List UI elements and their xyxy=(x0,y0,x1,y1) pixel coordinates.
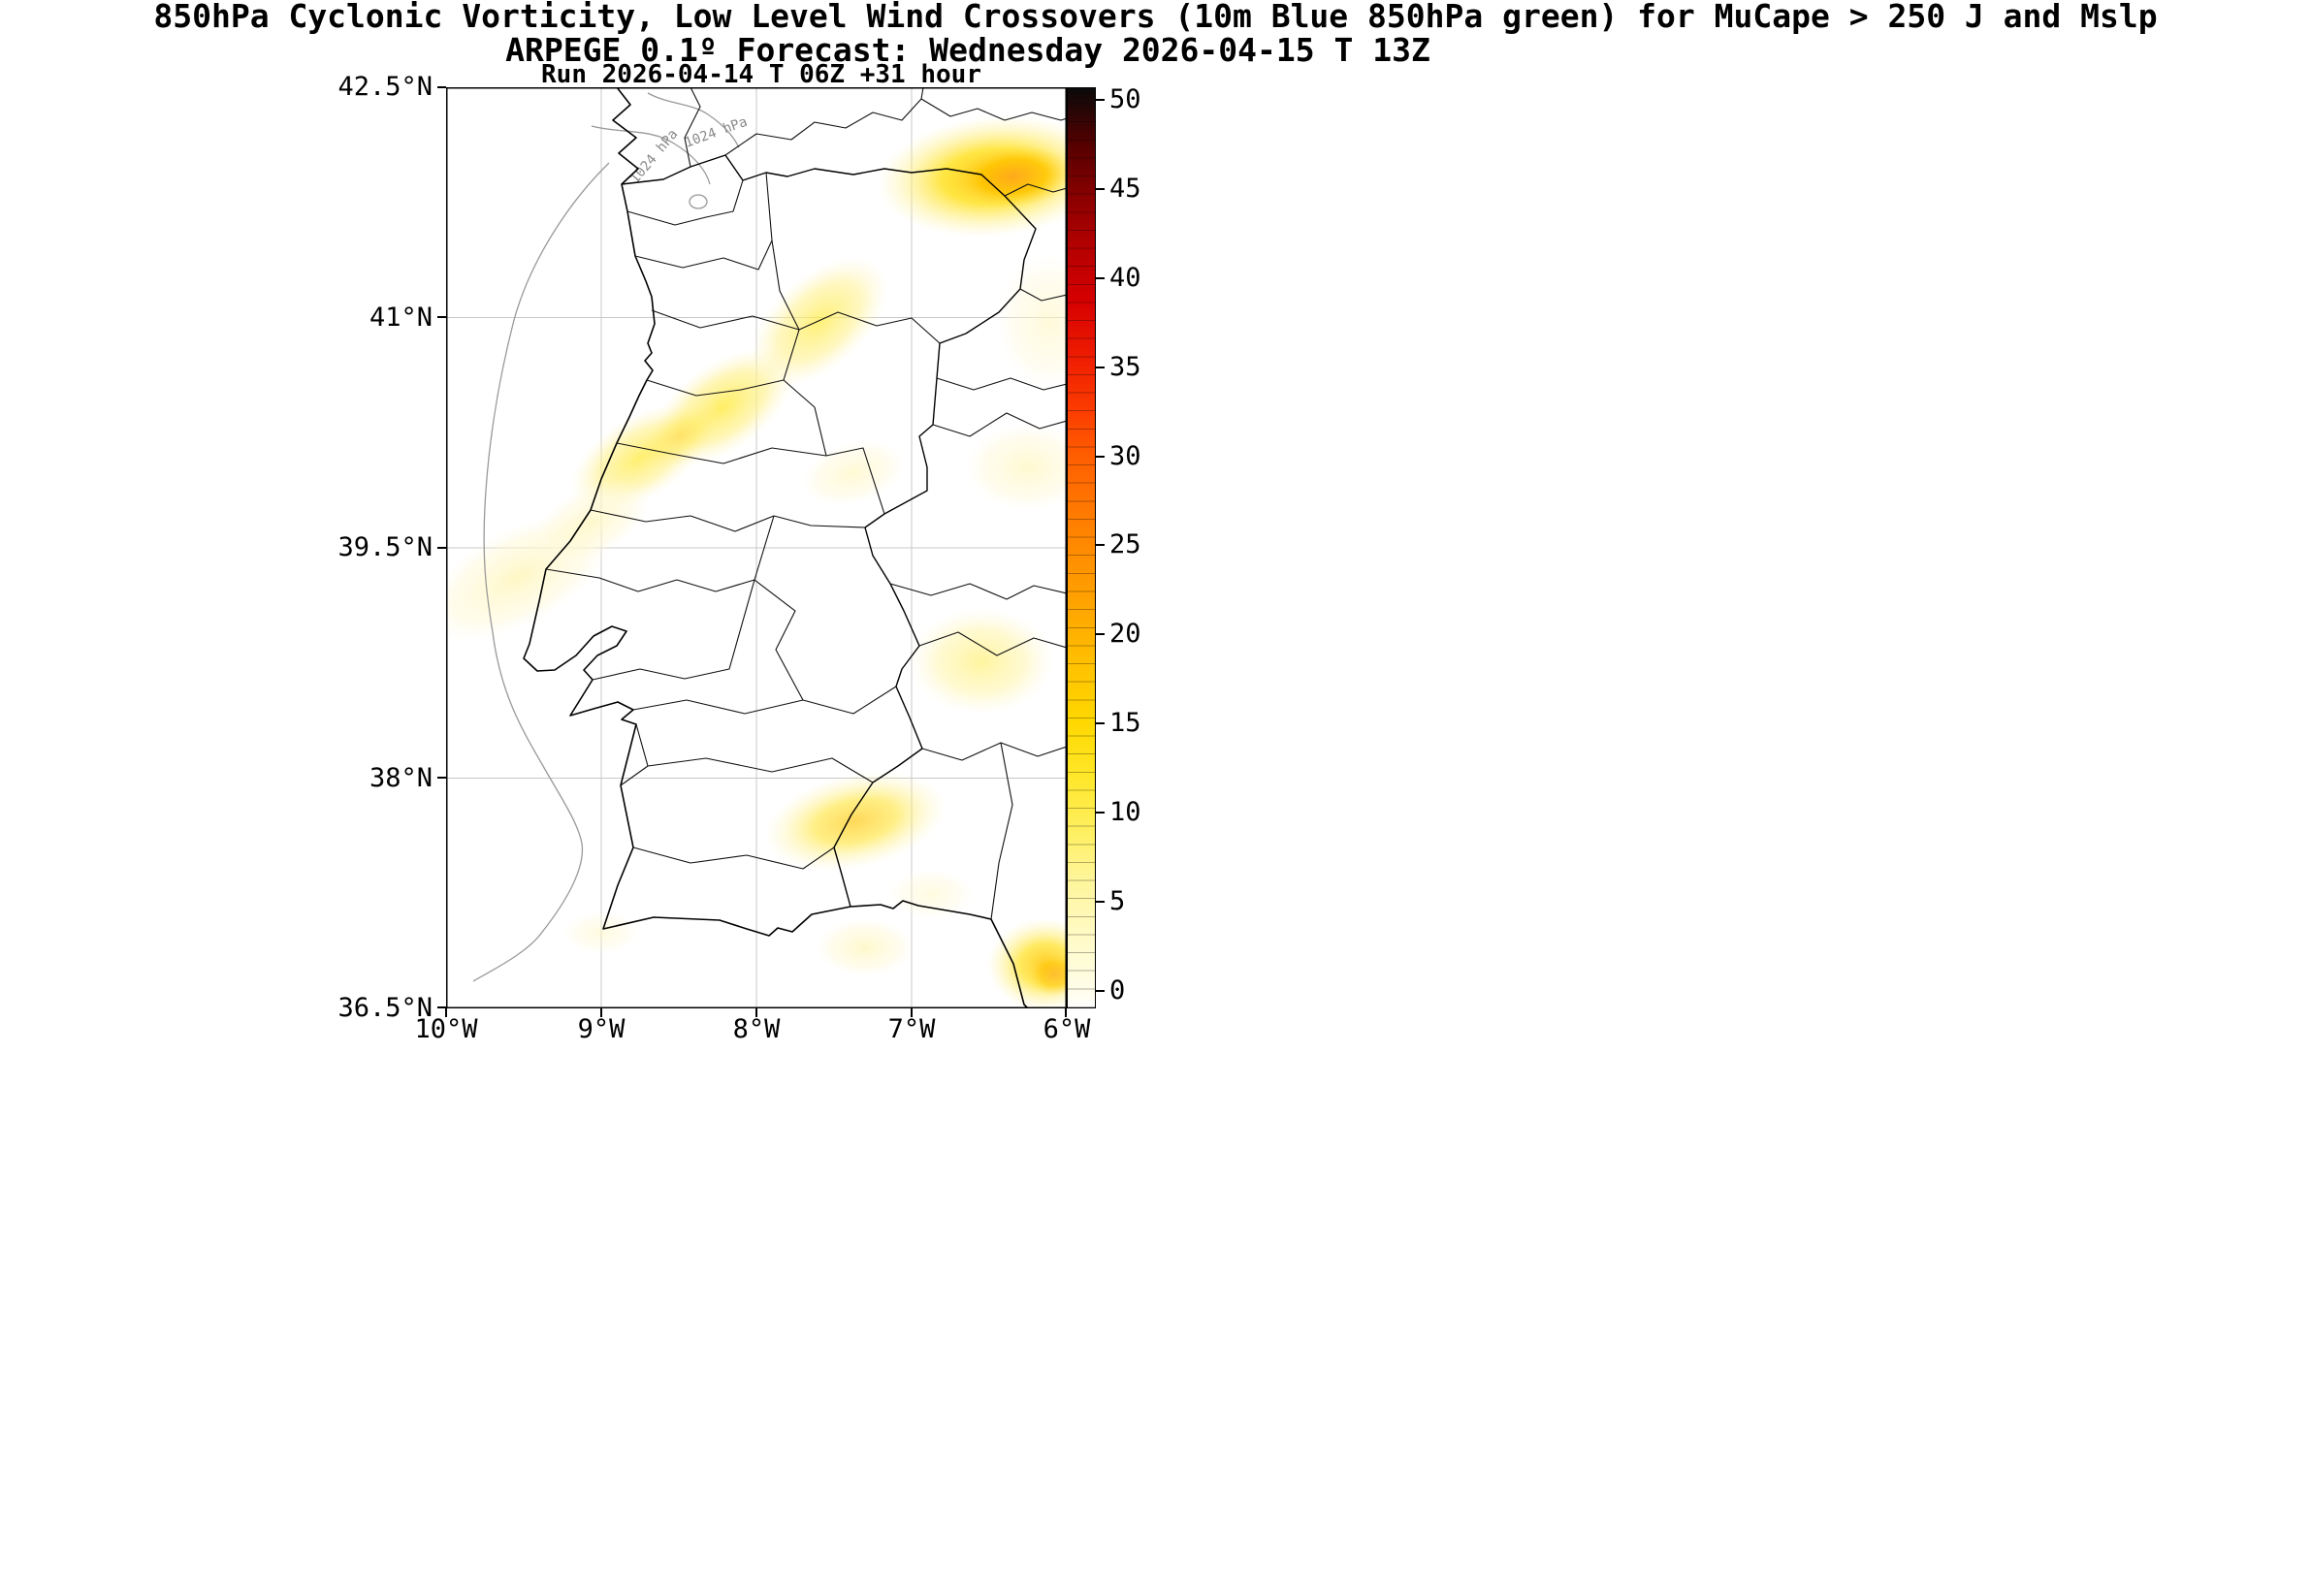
colorbar-tick-label: 50 xyxy=(1109,84,1141,114)
chart-run-info: Run 2026-04-14 T 06Z +31 hour xyxy=(541,60,981,89)
y-tick-mark xyxy=(437,547,446,549)
map-plot: 1024 hPa 1024 hPa xyxy=(446,87,1067,1008)
colorbar-tick-mark xyxy=(1096,277,1105,279)
x-tick-mark xyxy=(911,1008,913,1017)
colorbar-tick-label: 35 xyxy=(1109,352,1141,382)
colorbar-tick-mark xyxy=(1096,544,1105,546)
colorbar-tick-mark xyxy=(1096,456,1105,458)
vorticity-shading xyxy=(446,115,1067,1008)
y-tick-mark xyxy=(437,777,446,779)
colorbar-tick-label: 20 xyxy=(1109,619,1141,649)
colorbar-tick-mark xyxy=(1096,367,1105,368)
colorbar-tick-mark xyxy=(1096,633,1105,635)
colorbar-level-lines xyxy=(1068,88,1095,1007)
x-tick-label: 8°W xyxy=(732,1014,781,1044)
y-tick-label: 39.5°N xyxy=(337,532,433,562)
district-boundaries xyxy=(545,172,941,870)
y-tick-label: 41°N xyxy=(369,303,433,333)
y-tick-mark xyxy=(437,1006,446,1008)
x-tick-mark xyxy=(600,1008,602,1017)
chart-title: 850hPa Cyclonic Vorticity, Low Level Win… xyxy=(153,0,2158,35)
colorbar-tick-mark xyxy=(1096,990,1105,992)
colorbar-tick-label: 0 xyxy=(1109,975,1126,1005)
x-tick-mark xyxy=(445,1008,447,1017)
colorbar-tick-label: 45 xyxy=(1109,174,1141,204)
grid-lines xyxy=(446,87,1067,1008)
colorbar-gradient xyxy=(1068,88,1095,1007)
spain-province-boundaries xyxy=(684,87,1067,920)
colorbar-tick-mark xyxy=(1096,99,1105,101)
colorbar-tick-label: 10 xyxy=(1109,797,1141,827)
colorbar-tick-mark xyxy=(1096,901,1105,903)
colorbar-tick-label: 40 xyxy=(1109,263,1141,293)
colorbar-tick-label: 15 xyxy=(1109,708,1141,738)
colorbar-tick-label: 25 xyxy=(1109,529,1141,559)
colorbar xyxy=(1067,87,1096,1008)
y-tick-label: 36.5°N xyxy=(337,993,433,1023)
y-tick-mark xyxy=(437,86,446,88)
colorbar-tick-mark xyxy=(1096,188,1105,190)
y-tick-label: 42.5°N xyxy=(337,72,433,102)
mslp-isobar-contour xyxy=(472,92,740,982)
y-tick-mark xyxy=(437,316,446,318)
map-frame xyxy=(446,87,1067,1008)
x-tick-mark xyxy=(1065,1008,1067,1017)
colorbar-tick-mark xyxy=(1096,722,1105,724)
x-tick-label: 10°W xyxy=(414,1014,478,1044)
x-tick-label: 9°W xyxy=(577,1014,626,1044)
chart-subtitle: ARPEGE 0.1º Forecast: Wednesday 2026-04-… xyxy=(505,31,1430,69)
x-tick-mark xyxy=(755,1008,757,1017)
x-tick-label: 6°W xyxy=(1043,1014,1091,1044)
y-tick-label: 38°N xyxy=(369,763,433,793)
colorbar-tick-label: 5 xyxy=(1109,886,1126,916)
x-tick-label: 7°W xyxy=(887,1014,936,1044)
colorbar-tick-label: 30 xyxy=(1109,441,1141,471)
colorbar-tick-mark xyxy=(1096,812,1105,814)
